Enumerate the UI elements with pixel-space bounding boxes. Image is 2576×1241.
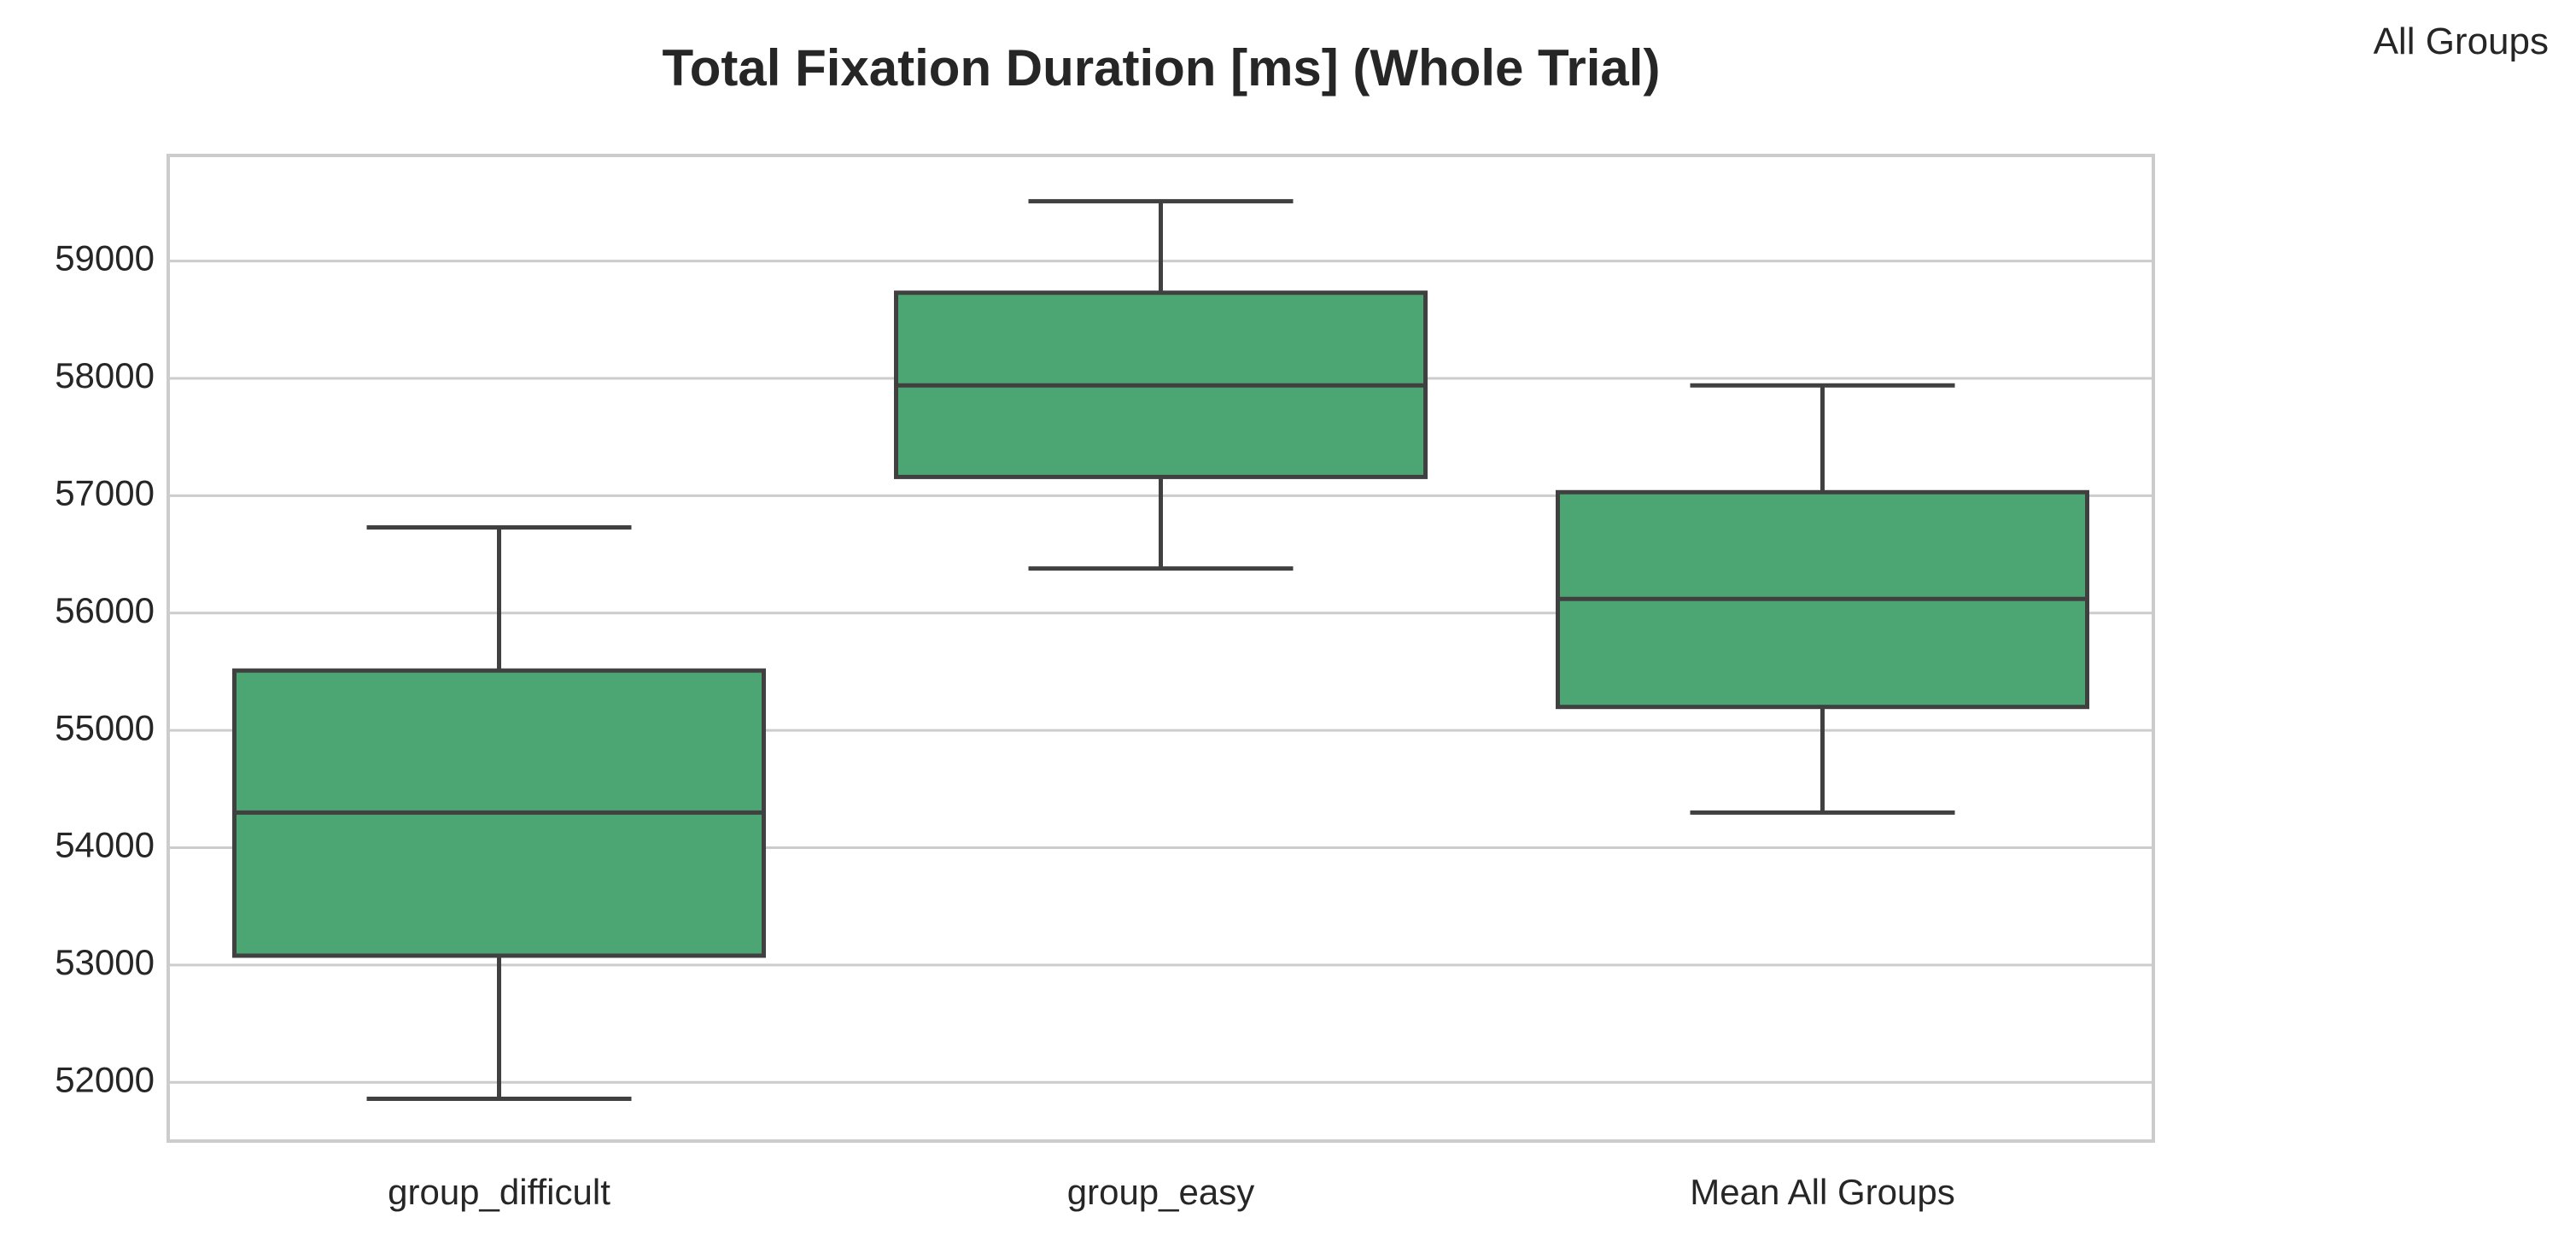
y-axis-ticks: 52000 53000 54000 55000 56000 57000 58000 59000	[55, 238, 155, 1100]
chart-title: Total Fixation Duration [ms] (Whole Tria…	[663, 39, 1661, 97]
y-tick-label: 59000	[55, 238, 155, 278]
x-axis-ticks: group_difficult group_easy Mean All Groups	[388, 1172, 1955, 1212]
box-group_easy	[894, 199, 1428, 571]
x-tick-label: Mean All Groups	[1690, 1172, 1955, 1212]
y-tick-label: 58000	[55, 355, 155, 395]
box-series	[232, 199, 2089, 1102]
y-tick-label: 57000	[55, 472, 155, 512]
y-tick-label: 53000	[55, 942, 155, 982]
x-tick-label: group_easy	[1067, 1172, 1255, 1212]
y-tick-label: 54000	[55, 825, 155, 865]
legend-label: All Groups	[2374, 20, 2549, 62]
y-tick-label: 52000	[55, 1059, 155, 1099]
y-tick-label: 55000	[55, 707, 155, 747]
plot-frame	[166, 154, 2155, 1143]
box-group_difficult	[232, 524, 766, 1102]
box-Mean All Groups	[1556, 383, 2089, 815]
y-tick-label: 56000	[55, 590, 155, 630]
x-tick-label: group_difficult	[388, 1172, 610, 1212]
